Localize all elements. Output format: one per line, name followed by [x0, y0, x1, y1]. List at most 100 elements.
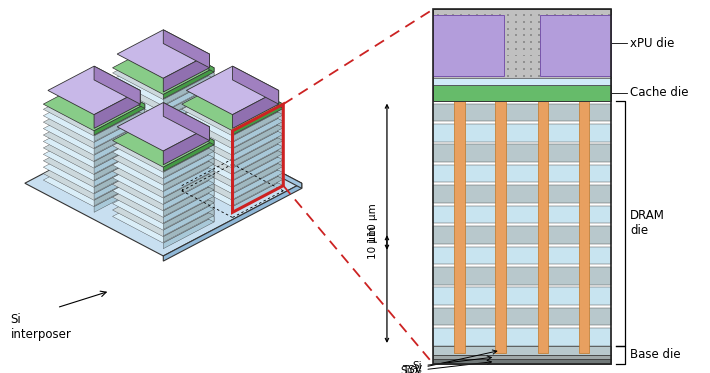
Bar — [484, 54, 486, 56]
Bar — [569, 34, 572, 36]
Bar — [554, 54, 556, 56]
Bar — [491, 41, 493, 43]
Polygon shape — [48, 66, 141, 115]
Bar — [515, 81, 517, 83]
Polygon shape — [233, 104, 283, 135]
Bar — [601, 75, 603, 76]
Polygon shape — [163, 73, 214, 105]
Bar — [499, 41, 501, 43]
Polygon shape — [94, 109, 145, 141]
Polygon shape — [163, 78, 214, 111]
Bar — [530, 28, 532, 29]
Polygon shape — [163, 72, 214, 104]
Bar — [608, 48, 611, 50]
Bar — [507, 48, 509, 50]
Bar — [433, 206, 611, 223]
Bar — [444, 14, 447, 16]
Bar — [491, 75, 493, 76]
Bar — [444, 81, 447, 83]
Bar — [562, 48, 564, 50]
Bar — [491, 28, 493, 29]
Bar — [546, 14, 548, 16]
Polygon shape — [163, 190, 214, 222]
Bar — [593, 48, 595, 50]
Bar — [523, 21, 525, 23]
Bar — [601, 28, 603, 29]
Bar — [593, 81, 595, 83]
Polygon shape — [233, 141, 283, 173]
Bar — [569, 41, 572, 43]
Bar — [577, 68, 579, 70]
Bar — [577, 61, 579, 63]
Polygon shape — [112, 138, 214, 192]
Polygon shape — [163, 197, 214, 229]
Polygon shape — [163, 132, 214, 164]
Polygon shape — [163, 46, 214, 78]
Polygon shape — [94, 180, 145, 212]
Polygon shape — [163, 127, 209, 165]
Bar — [437, 34, 439, 36]
Bar — [484, 75, 486, 76]
Bar — [433, 359, 611, 364]
Polygon shape — [163, 177, 214, 209]
Bar — [452, 28, 454, 29]
Polygon shape — [163, 165, 214, 197]
Polygon shape — [112, 110, 214, 164]
Bar — [499, 28, 501, 29]
Bar — [491, 21, 493, 23]
Bar — [515, 34, 517, 36]
Bar — [468, 81, 470, 83]
Bar — [577, 21, 579, 23]
Bar — [476, 28, 478, 29]
Bar — [585, 14, 587, 16]
Bar — [507, 81, 509, 83]
Bar — [460, 48, 462, 50]
Bar — [476, 41, 478, 43]
Text: xPU die: xPU die — [630, 37, 674, 50]
Bar — [585, 48, 587, 50]
Polygon shape — [163, 216, 214, 249]
Bar — [437, 21, 439, 23]
Polygon shape — [163, 54, 209, 92]
Bar — [562, 75, 564, 76]
Polygon shape — [163, 184, 214, 216]
Bar — [523, 68, 525, 70]
Bar — [499, 54, 501, 56]
Polygon shape — [94, 121, 145, 153]
Bar — [437, 81, 439, 83]
Bar — [601, 68, 603, 70]
Polygon shape — [233, 82, 283, 115]
Polygon shape — [163, 144, 214, 176]
Bar — [562, 61, 564, 63]
Polygon shape — [43, 141, 145, 194]
Polygon shape — [233, 115, 283, 147]
Bar — [460, 14, 462, 16]
Polygon shape — [163, 117, 214, 149]
Bar — [569, 21, 572, 23]
Polygon shape — [182, 141, 283, 194]
Bar — [577, 28, 579, 29]
Bar — [530, 34, 532, 36]
Bar — [530, 61, 532, 63]
Bar — [546, 34, 548, 36]
Bar — [452, 21, 454, 23]
Bar — [546, 75, 548, 76]
Bar — [523, 41, 525, 43]
Bar — [538, 21, 540, 23]
Polygon shape — [43, 121, 145, 175]
Polygon shape — [43, 108, 145, 162]
Bar — [608, 21, 611, 23]
Bar — [593, 75, 595, 76]
Polygon shape — [112, 66, 214, 119]
Bar — [554, 68, 556, 70]
Polygon shape — [163, 30, 209, 68]
Bar — [593, 34, 595, 36]
Polygon shape — [112, 53, 214, 106]
Bar — [554, 28, 556, 29]
Bar — [554, 75, 556, 76]
Polygon shape — [182, 115, 283, 168]
Bar — [530, 81, 532, 83]
Bar — [538, 68, 540, 70]
Bar — [433, 9, 611, 85]
Bar — [433, 124, 611, 142]
